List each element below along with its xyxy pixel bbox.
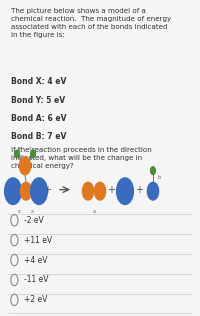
Circle shape xyxy=(82,182,94,200)
Text: Bond B: 7 eV: Bond B: 7 eV xyxy=(11,132,66,141)
Text: +2 eV: +2 eV xyxy=(24,295,47,304)
Circle shape xyxy=(20,182,32,200)
Circle shape xyxy=(15,150,19,158)
Text: Bond A: 6 eV: Bond A: 6 eV xyxy=(11,114,66,123)
Text: Bond X: 4 eV: Bond X: 4 eV xyxy=(11,77,66,86)
Circle shape xyxy=(151,167,155,174)
Text: +: + xyxy=(43,185,51,195)
Text: y: y xyxy=(29,146,32,151)
Text: x: x xyxy=(18,209,21,214)
Circle shape xyxy=(147,182,159,200)
Text: If the reaction proceeds in the direction
indicated, what will be the change in
: If the reaction proceeds in the directio… xyxy=(11,147,152,169)
Circle shape xyxy=(31,178,47,204)
Text: x: x xyxy=(31,209,34,214)
Text: a: a xyxy=(92,209,96,214)
Text: +: + xyxy=(107,185,115,195)
Circle shape xyxy=(5,178,21,204)
Text: +11 eV: +11 eV xyxy=(24,236,52,245)
Text: b: b xyxy=(157,175,161,180)
Text: +4 eV: +4 eV xyxy=(24,256,48,264)
Text: -2 eV: -2 eV xyxy=(24,216,44,225)
Circle shape xyxy=(117,178,133,204)
Text: +: + xyxy=(135,185,143,195)
Text: -11 eV: -11 eV xyxy=(24,276,48,284)
Text: The picture below shows a model of a
chemical reaction.  The magnitude of energy: The picture below shows a model of a che… xyxy=(11,8,171,38)
Text: y: y xyxy=(18,146,21,151)
Circle shape xyxy=(94,182,106,200)
Circle shape xyxy=(19,157,31,175)
Text: Bond Y: 5 eV: Bond Y: 5 eV xyxy=(11,96,65,105)
Circle shape xyxy=(31,150,35,158)
